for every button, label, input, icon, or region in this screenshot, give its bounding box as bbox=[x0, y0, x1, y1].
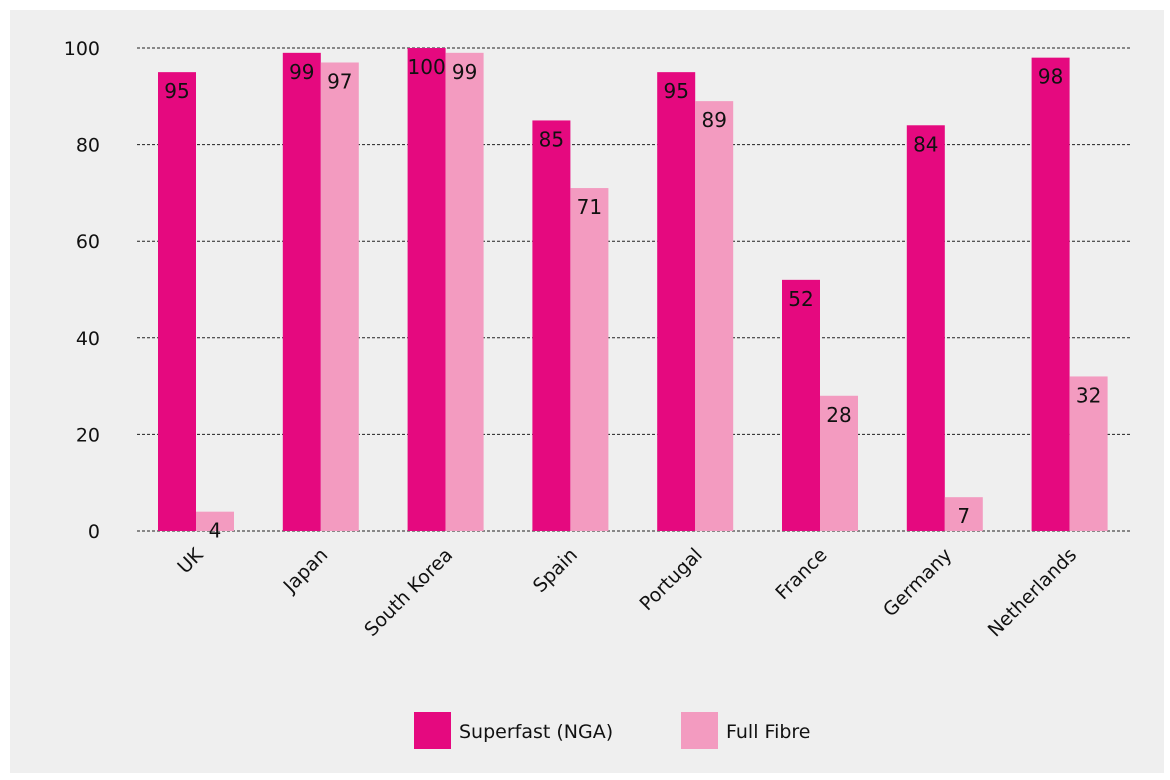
data-label: 95 bbox=[663, 79, 688, 103]
data-label: 52 bbox=[788, 287, 813, 311]
bar-fullfibre-uk bbox=[196, 511, 234, 531]
y-tick-label: 100 bbox=[64, 38, 100, 60]
x-category-label: South Korea bbox=[360, 544, 457, 641]
y-tick-label: 40 bbox=[76, 328, 100, 350]
bar-superfast-netherlands bbox=[1031, 57, 1070, 531]
bar-superfast-spain bbox=[532, 120, 571, 531]
bar-superfast-germany bbox=[906, 125, 945, 531]
data-label: 84 bbox=[913, 132, 938, 156]
x-category-label: Portugal bbox=[636, 544, 707, 615]
bar-superfast-portugal bbox=[657, 72, 696, 532]
data-label: 98 bbox=[1038, 65, 1063, 89]
legend-swatch bbox=[681, 712, 718, 749]
y-tick-label: 80 bbox=[76, 135, 100, 157]
bar-fullfibre-netherlands bbox=[1069, 376, 1108, 531]
x-category-label: Japan bbox=[279, 544, 333, 598]
data-label: 71 bbox=[577, 195, 602, 219]
legend: Superfast (NGA) Full Fibre bbox=[414, 712, 811, 749]
bar-superfast-uk bbox=[158, 72, 196, 532]
x-category-label: UK bbox=[173, 544, 208, 579]
data-label: 99 bbox=[289, 60, 314, 84]
bar-fullfibre-japan bbox=[320, 62, 359, 532]
data-label: 4 bbox=[209, 519, 222, 543]
bar-fullfibre-spain bbox=[570, 188, 609, 531]
y-tick-label: 0 bbox=[88, 521, 100, 543]
legend-swatch bbox=[414, 712, 451, 749]
bar-fullfibre-portugal bbox=[695, 101, 734, 531]
data-label: 97 bbox=[327, 69, 352, 93]
x-category-label: Germany bbox=[879, 544, 956, 621]
data-label: 99 bbox=[452, 60, 477, 84]
bar-fullfibre-france bbox=[820, 395, 858, 531]
y-tick-label: 20 bbox=[76, 424, 100, 446]
legend-label: Full Fibre bbox=[726, 721, 811, 743]
bar-fullfibre-germany bbox=[944, 497, 983, 531]
bar-fullfibre-south-korea bbox=[445, 52, 484, 532]
y-axis-ticks: 0 20 40 60 80 100 bbox=[64, 38, 100, 543]
data-label: 100 bbox=[408, 55, 446, 79]
x-category-label: Spain bbox=[529, 544, 582, 597]
data-label: 7 bbox=[957, 504, 970, 528]
bar-superfast-france bbox=[782, 279, 820, 531]
x-category-label: Netherlands bbox=[984, 544, 1081, 641]
data-label: 28 bbox=[826, 403, 851, 427]
data-label: 95 bbox=[164, 79, 189, 103]
x-axis-categories: UK Japan South Korea Spain Portugal France Ger… bbox=[173, 544, 1081, 642]
y-tick-label: 60 bbox=[76, 231, 100, 253]
legend-label: Superfast (NGA) bbox=[459, 721, 613, 743]
bar-superfast-south-korea bbox=[407, 48, 446, 531]
bars bbox=[158, 48, 1108, 532]
data-label: 85 bbox=[539, 127, 564, 151]
data-label: 89 bbox=[701, 108, 726, 132]
data-label: 32 bbox=[1076, 383, 1101, 407]
x-category-label: France bbox=[771, 544, 831, 604]
bar-superfast-japan bbox=[282, 52, 321, 532]
